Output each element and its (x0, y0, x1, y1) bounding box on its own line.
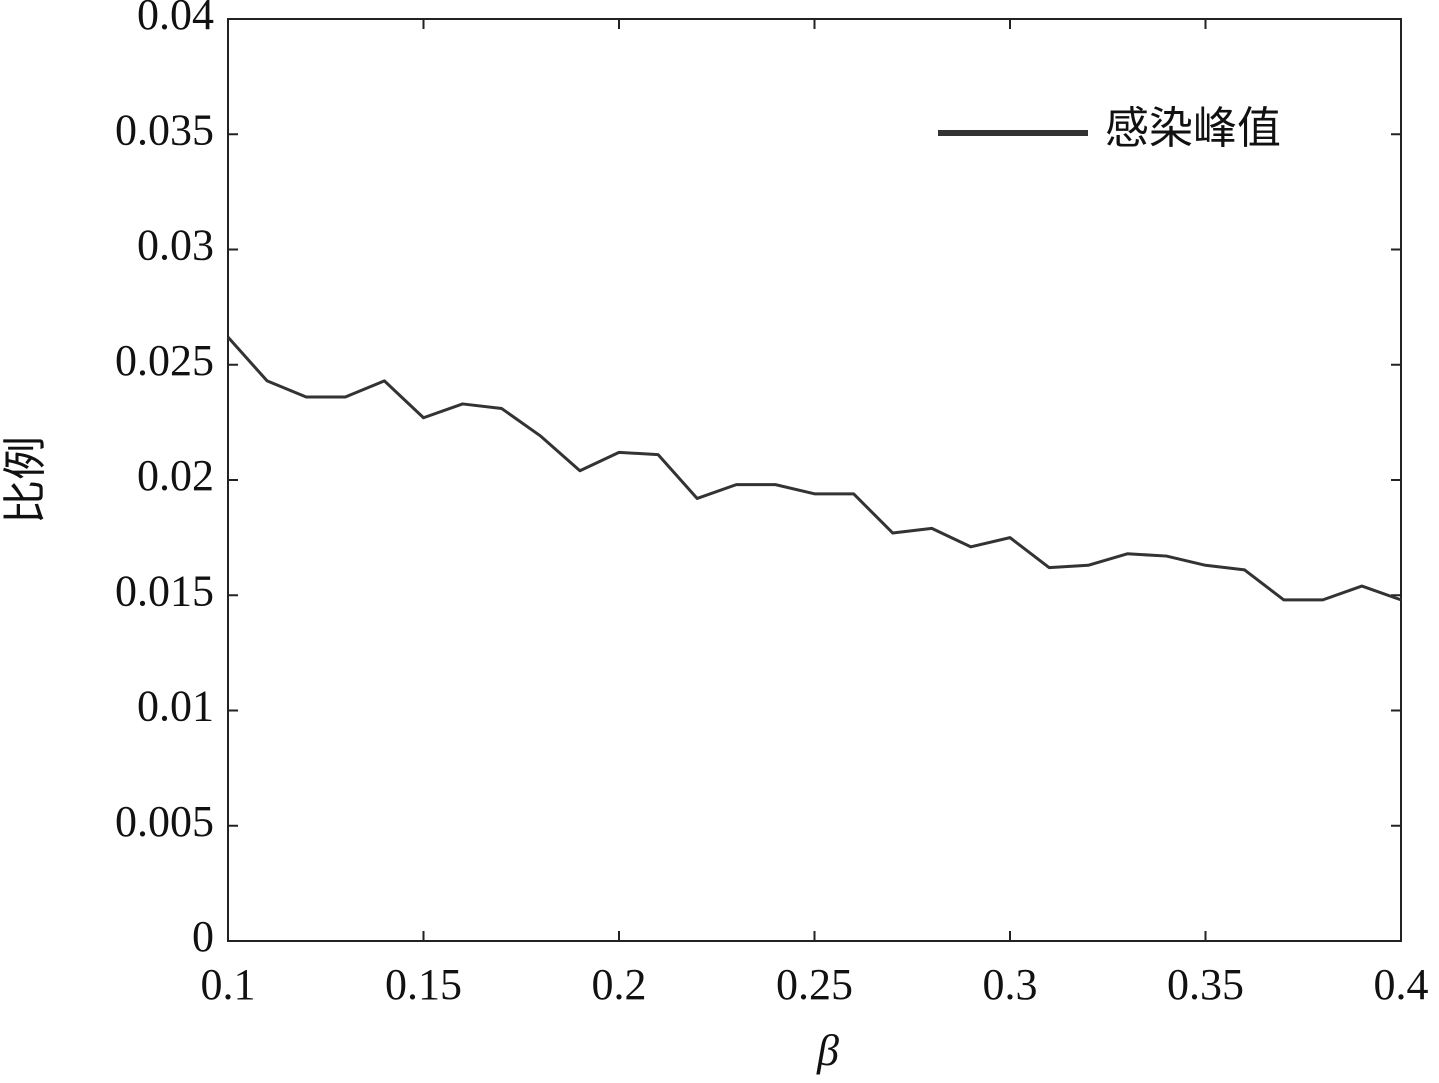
y-tick-label: 0.005 (115, 797, 214, 846)
x-tick-label: 0.35 (1167, 960, 1244, 1009)
y-tick-label: 0.04 (137, 0, 214, 39)
y-tick-label: 0 (192, 912, 214, 961)
x-tick-label: 0.15 (385, 960, 462, 1009)
x-axis-label: β (816, 1026, 839, 1075)
y-tick-label: 0.025 (115, 336, 214, 385)
y-axis-label: 比例 (1, 436, 50, 524)
legend-label: 感染峰值 (1105, 104, 1281, 153)
plot-frame (227, 18, 1402, 942)
x-tick-label: 0.2 (592, 960, 647, 1009)
x-tick-label: 0.4 (1374, 960, 1429, 1009)
y-tick-label: 0.035 (115, 105, 214, 154)
data-line (226, 336, 1402, 602)
y-tick-label: 0.03 (137, 221, 214, 270)
x-tick-label: 0.25 (776, 960, 853, 1009)
x-tick-label: 0.1 (201, 960, 256, 1009)
y-tick-label: 0.01 (137, 682, 214, 731)
x-tick-label: 0.3 (983, 960, 1038, 1009)
y-tick-label: 0.02 (137, 451, 214, 500)
y-tick-label: 0.015 (115, 566, 214, 615)
